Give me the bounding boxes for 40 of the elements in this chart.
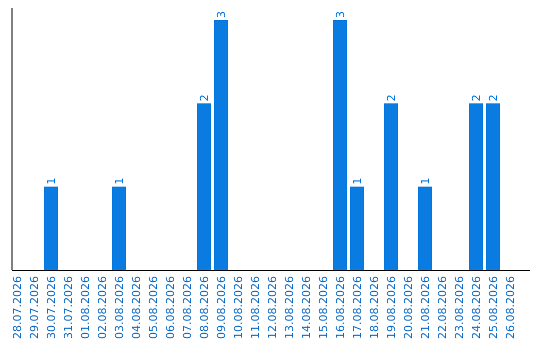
x-tick-label: 28.07.2026	[11, 276, 24, 339]
data-label: 3	[334, 11, 347, 18]
x-tick-label: 25.08.2026	[487, 276, 500, 339]
data-label: 3	[215, 11, 228, 18]
x-tick-label: 09.08.2026	[215, 276, 228, 339]
x-tick-label: 04.08.2026	[130, 276, 143, 339]
data-label: 2	[470, 94, 483, 102]
x-tick-label: 08.08.2026	[198, 276, 211, 339]
x-tick-label: 01.08.2026	[79, 276, 92, 339]
x-tick-label: 17.08.2026	[351, 276, 364, 339]
x-tick-label: 18.08.2026	[368, 276, 381, 339]
x-tick-label: 02.08.2026	[96, 276, 109, 339]
data-label: 1	[113, 178, 126, 185]
x-tick-label: 24.08.2026	[470, 276, 483, 339]
x-tick-label: 07.08.2026	[181, 276, 194, 339]
x-tick-label: 22.08.2026	[436, 276, 449, 339]
data-label: 2	[385, 94, 398, 102]
data-label: 1	[419, 178, 432, 185]
x-tick-label: 26.08.2026	[504, 276, 517, 339]
x-tick-label: 31.07.2026	[62, 276, 75, 339]
x-tick-label: 03.08.2026	[113, 276, 126, 339]
x-tick-label: 29.07.2026	[28, 276, 41, 339]
x-tick-label: 19.08.2026	[385, 276, 398, 339]
x-tick-label: 16.08.2026	[334, 276, 347, 339]
data-label: 1	[351, 178, 364, 185]
x-tick-label: 20.08.2026	[402, 276, 415, 339]
x-tick-label: 30.07.2026	[45, 276, 58, 339]
x-tick-label: 23.08.2026	[453, 276, 466, 339]
x-tick-label: 06.08.2026	[164, 276, 177, 339]
x-tick-label: 21.08.2026	[419, 276, 432, 339]
x-tick-label: 05.08.2026	[147, 276, 160, 339]
x-tick-label: 15.08.2026	[317, 276, 330, 339]
data-label: 2	[487, 94, 500, 102]
x-tick-label: 12.08.2026	[266, 276, 279, 339]
data-label: 2	[198, 94, 211, 102]
x-tick-label: 11.08.2026	[249, 276, 262, 339]
data-label: 1	[45, 178, 58, 185]
x-tick-label: 14.08.2026	[300, 276, 313, 339]
x-tick-label: 10.08.2026	[232, 276, 245, 339]
x-tick-label: 13.08.2026	[283, 276, 296, 339]
